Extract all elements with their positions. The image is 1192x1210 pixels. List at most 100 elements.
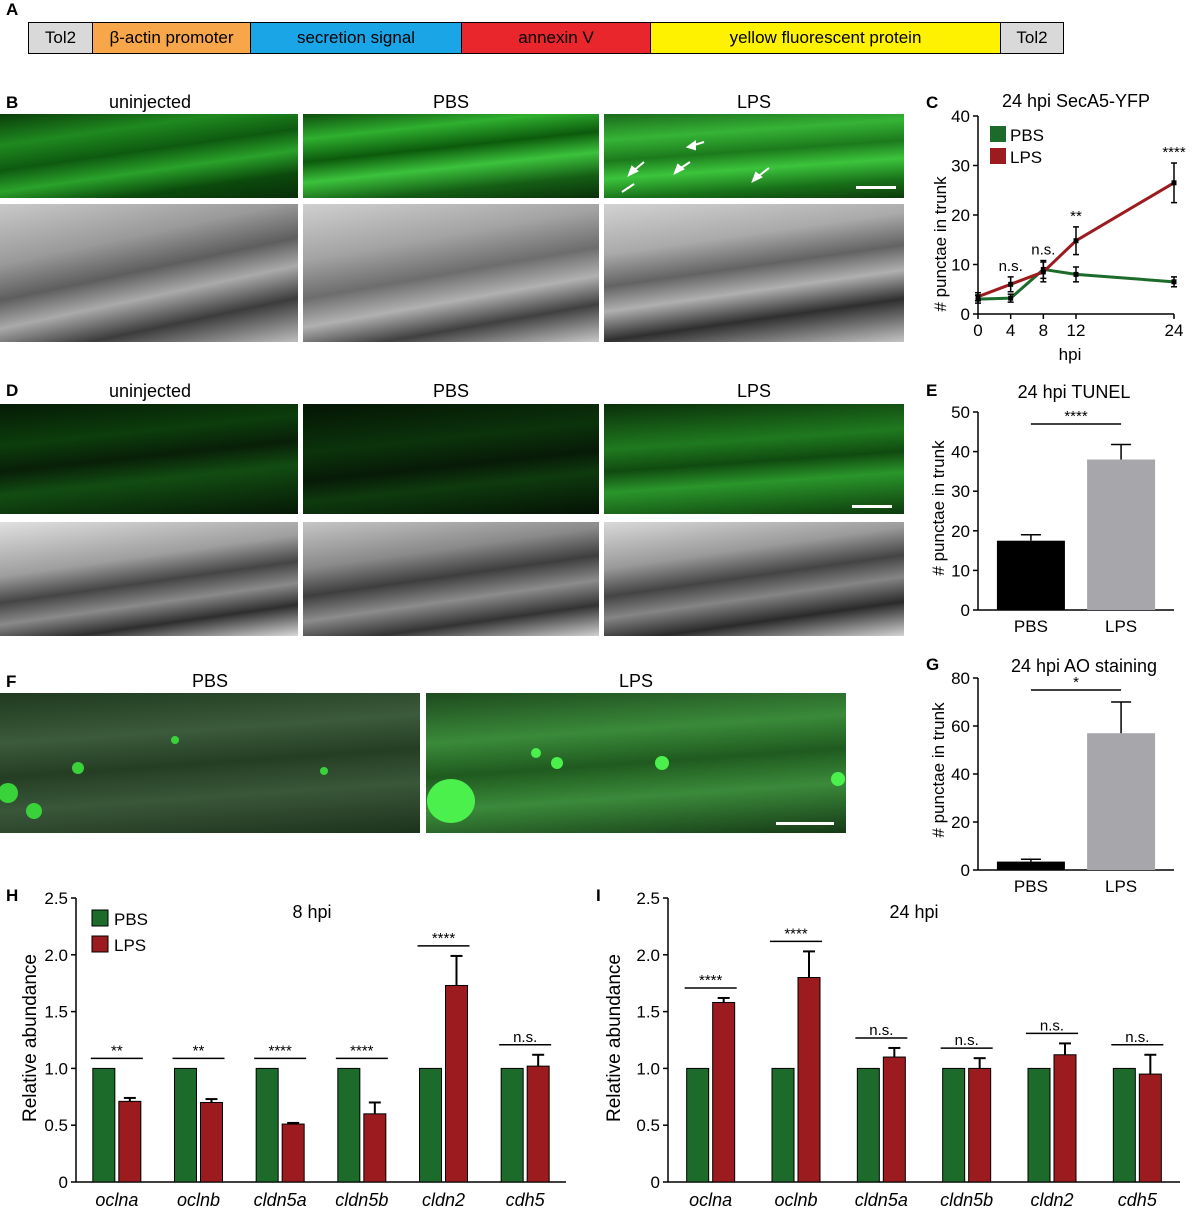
- significance-label: ****: [784, 925, 808, 942]
- panel-d-title-pbs: PBS: [432, 381, 470, 401]
- construct-segment-promoter: β-actin promoter: [93, 23, 251, 53]
- y-tick-label: 80: [951, 669, 970, 688]
- legend-label: LPS: [1010, 148, 1042, 167]
- micrograph-b-uninjected-fluor: [0, 114, 298, 198]
- y-tick-label: 2.0: [636, 946, 660, 965]
- chart-i-ylabel: Relative abundance: [604, 954, 625, 1122]
- significance-label: n.s.: [955, 1032, 979, 1049]
- micrograph-b-uninjected-bf: [0, 204, 298, 342]
- chart-i-title: 24 hpi: [889, 902, 938, 922]
- construct-segment-tol2-right: Tol2: [1001, 23, 1063, 53]
- y-tick-label: 0: [961, 601, 970, 620]
- x-tick-label: oclnb: [177, 1190, 220, 1210]
- construct-label: β-actin promoter: [109, 28, 234, 47]
- data-point: [1008, 295, 1014, 301]
- significance-label: n.s.: [1040, 1017, 1064, 1034]
- legend-swatch-pbs: [990, 126, 1006, 142]
- bar-pbs: [686, 1067, 710, 1183]
- chart-c-ylabel: # punctae in trunk: [931, 176, 950, 312]
- bar-pbs: [942, 1067, 966, 1183]
- bar-lps: [281, 1123, 305, 1183]
- data-point: [1171, 180, 1177, 186]
- bar-lps: [1087, 459, 1156, 610]
- panel-b-title-lps: LPS: [736, 92, 772, 112]
- bar-pbs: [337, 1067, 361, 1183]
- bar-lps: [797, 977, 821, 1183]
- bar-lps: [712, 1002, 736, 1183]
- y-tick-label: 30: [951, 157, 970, 176]
- panel-letter-d: D: [6, 381, 19, 400]
- legend-swatch-lps: [990, 148, 1006, 164]
- y-tick-label: 2.0: [44, 946, 68, 965]
- y-tick-label: 0.5: [636, 1116, 660, 1135]
- x-tick-label: cldn5a: [254, 1190, 307, 1210]
- panel-d-title-lps: LPS: [736, 381, 772, 401]
- panel-letter-h: H: [6, 886, 19, 905]
- y-tick-label: 0.5: [44, 1116, 68, 1135]
- x-tick-label: cldn2: [1030, 1190, 1073, 1210]
- x-tick-label: cldn2: [422, 1190, 465, 1210]
- panel-letter-c: C: [926, 93, 939, 112]
- x-tick-label: LPS: [1105, 617, 1137, 636]
- significance-label: **: [1070, 208, 1082, 225]
- scale-bar-f: [776, 822, 834, 825]
- significance-label: **: [193, 1042, 205, 1059]
- legend-swatch-lps: [91, 935, 109, 953]
- bar-pbs: [856, 1067, 880, 1183]
- significance-label: ****: [1162, 144, 1186, 161]
- y-tick-label: 20: [951, 522, 970, 541]
- micrograph-b-pbs-bf: [303, 204, 599, 342]
- panel-f-title-pbs: PBS: [191, 671, 229, 691]
- chart-e-ylabel: # punctae in trunk: [929, 440, 948, 576]
- y-tick-label: 20: [951, 206, 970, 225]
- bar-lps: [1087, 733, 1156, 870]
- panel-b-title-pbs: PBS: [432, 92, 470, 112]
- data-point: [1073, 238, 1079, 244]
- construct-label: Tol2: [1016, 28, 1048, 47]
- bar-lps: [363, 1113, 387, 1183]
- legend-label: LPS: [114, 936, 146, 955]
- panel-d-title-uninjected: uninjected: [108, 381, 192, 401]
- chart-c-svg: 24 hpi SecA5-YFP # punctae in trunk hpi …: [931, 91, 1186, 364]
- panel-letter-i: I: [596, 886, 601, 905]
- y-tick-label: 50: [951, 403, 970, 422]
- bar-pbs: [996, 540, 1065, 610]
- y-tick-label: 1.0: [44, 1059, 68, 1078]
- data-point: [1008, 281, 1014, 287]
- chart-g-ylabel: # punctae in trunk: [929, 702, 948, 838]
- x-tick-label: cdh5: [506, 1190, 546, 1210]
- bar-lps: [445, 984, 468, 1183]
- x-tick-label: 12: [1067, 321, 1086, 340]
- bar-pbs: [500, 1067, 524, 1183]
- y-tick-label: 40: [951, 443, 970, 462]
- significance-label: ****: [1064, 408, 1088, 425]
- bar-lps: [968, 1067, 992, 1183]
- x-tick-label: 0: [973, 321, 982, 340]
- bar-pbs: [255, 1067, 279, 1183]
- y-tick-label: 0: [59, 1173, 68, 1192]
- bar-pbs: [92, 1067, 116, 1183]
- significance-label: n.s.: [513, 1029, 537, 1046]
- bar-pbs: [419, 1067, 442, 1183]
- panel-letter-b: B: [6, 93, 19, 112]
- significance-label: **: [111, 1042, 123, 1059]
- y-tick-label: 30: [951, 482, 970, 501]
- bar-pbs: [996, 861, 1065, 870]
- chart-i-svg: 24 hpi Relative abundance 0 0.5 1.0 1.5 2.0 2…: [604, 889, 1180, 1210]
- construct-label: annexin V: [518, 28, 594, 47]
- scale-bar-b: [856, 186, 896, 189]
- chart-c-title: 24 hpi SecA5-YFP: [1002, 91, 1150, 111]
- y-tick-label: 2.5: [44, 889, 68, 908]
- bar-lps: [882, 1056, 906, 1183]
- x-tick-label: 4: [1006, 321, 1015, 340]
- construct-label: Tol2: [44, 28, 77, 47]
- chart-g-svg: 24 hpi AO staining # punctae in trunk 0 2…: [929, 656, 1174, 896]
- significance-label: ****: [432, 930, 456, 947]
- significance-label: ****: [268, 1042, 292, 1059]
- micrograph-b-lps-bf: [604, 204, 904, 342]
- panel-letter-f: F: [6, 672, 17, 691]
- construct-segment-tol2-left: Tol2: [29, 23, 93, 53]
- panel-letter-e: E: [926, 381, 938, 400]
- y-tick-label: 40: [951, 765, 970, 784]
- bar-pbs: [174, 1067, 197, 1183]
